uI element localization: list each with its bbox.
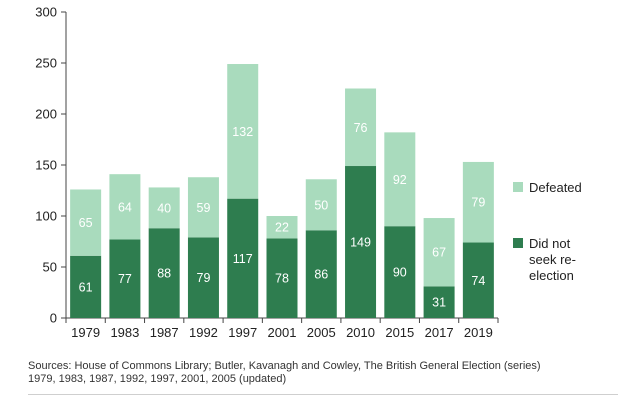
bar-value-label: 79 [471,196,485,210]
bar-value-label: 74 [471,274,485,288]
bar-segment-defeated [148,187,180,229]
bar-value-label: 117 [233,252,253,266]
legend-label-defeated: Defeated [529,180,582,195]
source-line-2: 1979, 1983, 1987, 1992, 1997, 2001, 2005… [28,373,287,385]
x-tick-label: 1979 [71,325,100,340]
x-tick-label: 2010 [346,325,375,340]
bar-segment-defeated [305,179,337,231]
bar-value-label: 65 [79,216,93,230]
bar-value-label: 77 [118,272,132,286]
bar-value-label: 61 [79,280,93,294]
x-tick-label: 2019 [464,325,493,340]
bar-value-label: 22 [275,221,289,235]
bar-value-label: 90 [393,266,407,280]
source-note: Sources: House of Commons Library; Butle… [28,360,618,386]
bar-segment-defeated [109,174,141,240]
y-axis: 0 50 100 150 200 250 300 [35,5,67,326]
bars: 61 65 77 64 88 40 79 59 117 132 78 22 86 50 149 76 90 92 3… [70,64,494,318]
bar-segment-did-not-seek-re-election [384,226,416,318]
bar-value-label: 76 [354,121,368,135]
y-tick-label: 150 [35,158,57,173]
bar-value-label: 40 [157,201,171,215]
bar-value-label: 92 [393,173,407,187]
bar-segment-defeated [423,218,455,287]
x-tick-label: 2005 [307,325,336,340]
bar-segment-defeated [70,189,102,256]
bar-value-label: 86 [314,268,328,282]
bar-value-label: 88 [157,267,171,281]
bar-value-label: 79 [197,271,211,285]
bar-segment-defeated [384,132,416,227]
bottom-rule [28,394,618,395]
bar-segment-did-not-seek-re-election [462,242,494,318]
bar-segment-defeated [266,216,298,239]
legend-swatch-defeated [513,182,523,192]
bar-value-label: 149 [350,236,371,250]
legend-label-did-not-seek-line: election [529,268,574,283]
bar-segment-defeated [187,177,219,238]
x-tick-label: 2015 [385,325,414,340]
bar-segment-did-not-seek-re-election [266,238,298,318]
y-tick-label: 0 [50,311,57,326]
x-tick-label: 1992 [189,325,218,340]
bar-value-label: 67 [432,246,446,260]
source-line-1: Sources: House of Commons Library; Butle… [28,360,541,372]
y-tick-label: 250 [35,56,57,71]
x-tick-label: 1997 [228,325,257,340]
y-tick-label: 50 [43,260,57,275]
legend-swatch-did-not-seek [513,238,523,248]
bar-segment-did-not-seek-re-election [187,237,219,318]
x-tick-label: 2001 [268,325,297,340]
bar-segment-defeated [345,88,377,167]
bar-value-label: 50 [314,198,328,212]
x-tick-label: 1983 [110,325,139,340]
bar-segment-did-not-seek-re-election [148,228,180,318]
bar-value-label: 132 [232,125,253,139]
legend-label-did-not-seek-line: Did not [529,236,571,251]
bar-segment-did-not-seek-re-election [70,255,102,318]
bar-segment-defeated [462,161,494,243]
x-tick-label: 2017 [425,325,454,340]
legend-label-did-not-seek-line: seek re- [529,252,576,267]
bar-segment-did-not-seek-re-election [345,166,377,318]
stacked-bar-chart: 0 50 100 150 200 250 300 1979 1983 1987 1992 1997 2… [35,5,582,341]
bar-segment-defeated [227,64,259,199]
bar-value-label: 31 [432,296,446,310]
bar-segment-did-not-seek-re-election [423,286,455,318]
bar-value-label: 59 [197,201,211,215]
bar-value-label: 78 [275,272,289,286]
bar-segment-did-not-seek-re-election [305,230,337,318]
y-tick-label: 300 [35,5,57,20]
bar-value-label: 64 [118,200,132,214]
y-tick-label: 100 [35,209,57,224]
x-axis: 1979 1983 1987 1992 1997 2001 2005 2010 2015 2017… [65,317,499,340]
bar-segment-did-not-seek-re-election [227,198,259,318]
x-tick-label: 1987 [150,325,179,340]
y-tick-label: 200 [35,107,57,122]
bar-segment-did-not-seek-re-election [109,239,141,318]
